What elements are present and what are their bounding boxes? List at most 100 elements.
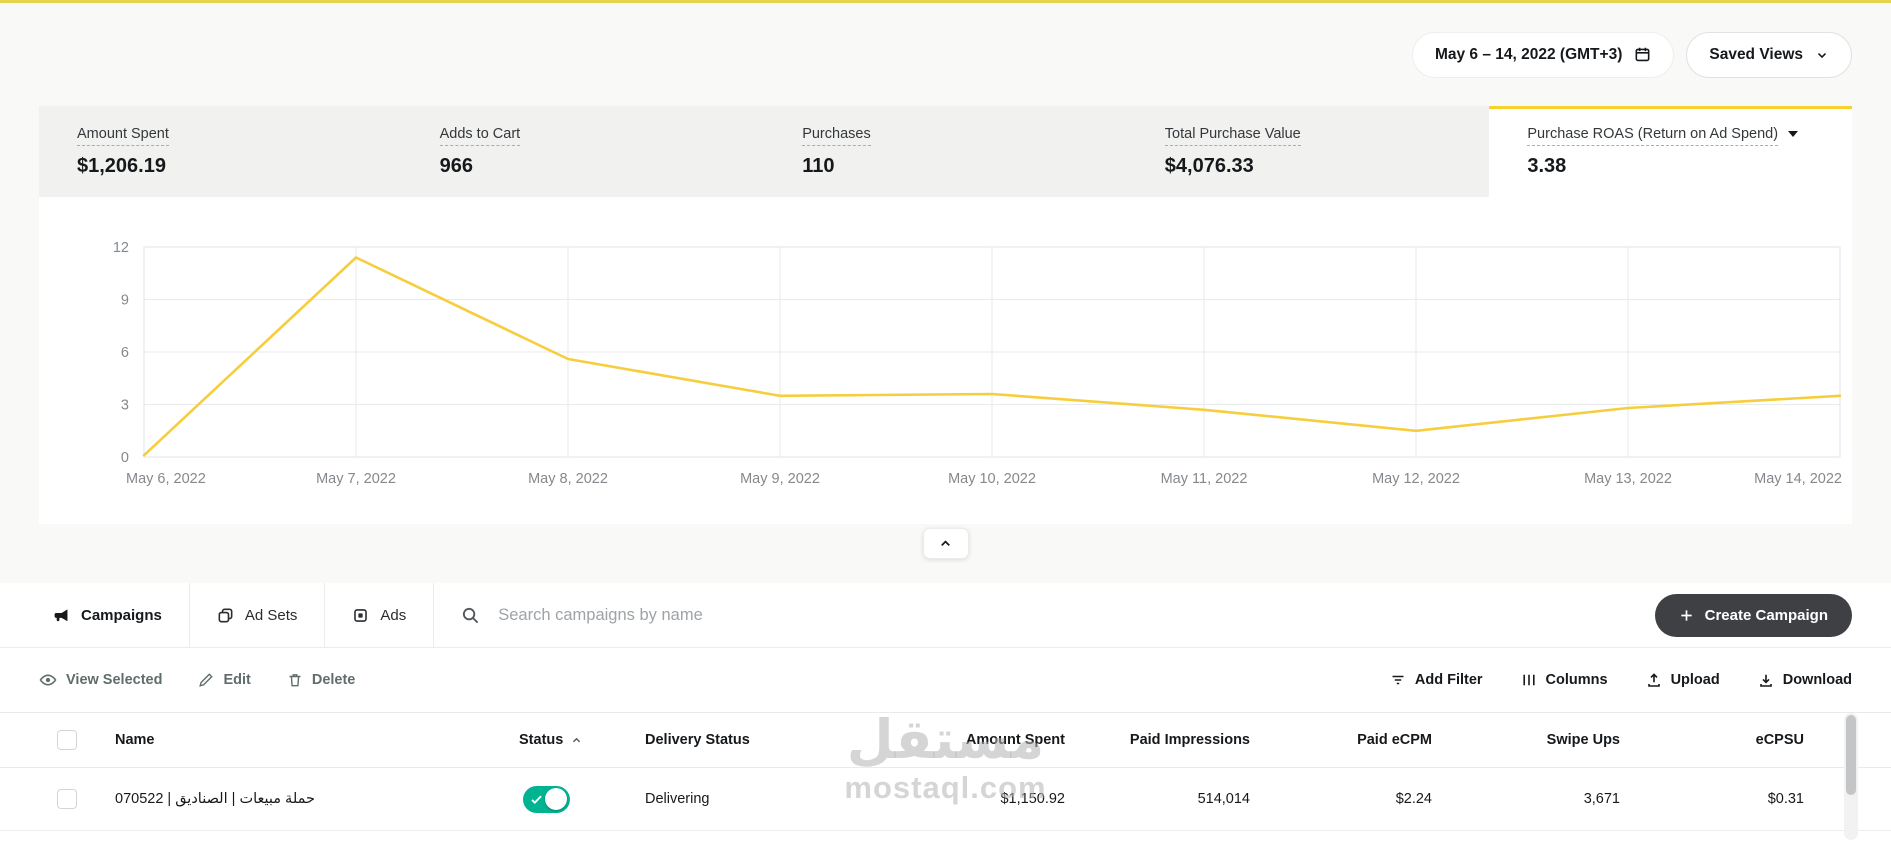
create-campaign-button[interactable]: Create Campaign bbox=[1654, 593, 1852, 637]
check-icon bbox=[531, 795, 542, 804]
download-label: Download bbox=[1782, 672, 1852, 688]
scrollbar-thumb[interactable] bbox=[1846, 715, 1856, 795]
campaign-name[interactable]: حملة مبيعات | الصناديق | 070522 bbox=[115, 791, 315, 807]
plus-icon bbox=[1680, 609, 1692, 621]
top-accent-bar bbox=[0, 0, 1891, 3]
tab-campaigns[interactable]: Campaigns bbox=[39, 583, 190, 647]
metric-value: 110 bbox=[802, 155, 835, 177]
metric-total-purchase-value[interactable]: Total Purchase Value $4,076.33 bbox=[1127, 106, 1490, 197]
metric-adds-to-cart[interactable]: Adds to Cart 966 bbox=[402, 106, 765, 197]
metric-value: 966 bbox=[439, 155, 473, 177]
metric-purchases[interactable]: Purchases 110 bbox=[764, 106, 1127, 197]
metric-label: Amount Spent bbox=[77, 126, 169, 146]
column-header-name[interactable]: Name bbox=[115, 732, 155, 748]
delete-button[interactable]: Delete bbox=[287, 671, 356, 689]
saved-views-dropdown[interactable]: Saved Views bbox=[1686, 31, 1852, 78]
columns-icon bbox=[1522, 674, 1535, 686]
tab-label: Ad Sets bbox=[244, 606, 298, 624]
selection-actions: View Selected Edit Delete bbox=[39, 671, 355, 689]
svg-text:May 6, 2022: May 6, 2022 bbox=[126, 471, 206, 487]
svg-text:May 7, 2022: May 7, 2022 bbox=[316, 471, 396, 487]
column-header-paid-impressions[interactable]: Paid Impressions bbox=[1129, 732, 1250, 748]
metric-purchase-roas[interactable]: Purchase ROAS (Return on Ad Spend) 3.38 bbox=[1489, 106, 1852, 197]
actions-row: View Selected Edit Delete Add Filter bbox=[0, 648, 1891, 713]
svg-text:May 9, 2022: May 9, 2022 bbox=[740, 471, 820, 487]
date-range-picker[interactable]: May 6 – 14, 2022 (GMT+3) bbox=[1411, 31, 1675, 78]
ads-icon bbox=[354, 608, 368, 622]
select-all-checkbox[interactable] bbox=[57, 730, 77, 750]
metric-label: Adds to Cart bbox=[439, 126, 521, 146]
add-filter-button[interactable]: Add Filter bbox=[1390, 672, 1483, 688]
svg-text:0: 0 bbox=[121, 450, 129, 466]
chevron-up-icon bbox=[941, 540, 950, 546]
filter-icon bbox=[1392, 675, 1404, 685]
download-button[interactable]: Download bbox=[1758, 672, 1852, 688]
metric-amount-spent[interactable]: Amount Spent $1,206.19 bbox=[39, 106, 402, 197]
svg-text:9: 9 bbox=[121, 293, 129, 309]
upload-icon bbox=[1647, 673, 1660, 687]
search-icon bbox=[463, 607, 479, 623]
metric-label: Total Purchase Value bbox=[1164, 126, 1301, 146]
download-icon bbox=[1759, 674, 1772, 687]
create-campaign-label: Create Campaign bbox=[1704, 606, 1828, 624]
swipe-ups-value: 3,671 bbox=[1583, 791, 1620, 807]
row-checkbox[interactable] bbox=[57, 789, 77, 809]
search-input[interactable] bbox=[498, 605, 1655, 625]
pencil-icon bbox=[199, 673, 214, 687]
tabs-row: Campaigns Ad Sets Ads bbox=[0, 583, 1891, 648]
collapse-chart-button[interactable] bbox=[922, 528, 969, 559]
delete-label: Delete bbox=[311, 672, 356, 688]
topbar: May 6 – 14, 2022 (GMT+3) Saved Views bbox=[0, 3, 1891, 106]
amount-spent-value: $1,150.92 bbox=[1000, 791, 1065, 807]
delivery-status: Delivering bbox=[645, 791, 710, 807]
view-selected-button[interactable]: View Selected bbox=[39, 671, 162, 689]
table-row: حملة مبيعات | الصناديق | 070522 Deliveri… bbox=[0, 768, 1891, 831]
campaigns-panel: Campaigns Ad Sets Ads bbox=[0, 583, 1891, 843]
calendar-icon bbox=[1635, 47, 1650, 62]
ad-sets-icon bbox=[218, 608, 233, 622]
table-header: Name Status Delivery Status Amount Spent… bbox=[0, 713, 1891, 768]
svg-text:May 14, 2022: May 14, 2022 bbox=[1754, 471, 1842, 487]
svg-text:12: 12 bbox=[113, 240, 129, 256]
metric-value: $4,076.33 bbox=[1164, 155, 1254, 177]
paid-ecpm-value: $2.24 bbox=[1395, 791, 1432, 807]
column-header-ecpsu[interactable]: eCPSU bbox=[1755, 732, 1804, 748]
metric-dropdown-caret-icon[interactable] bbox=[1788, 130, 1799, 137]
metric-value: $1,206.19 bbox=[77, 155, 166, 177]
table-tools: Add Filter Columns Upload Download bbox=[1390, 672, 1852, 688]
columns-label: Columns bbox=[1545, 672, 1608, 688]
column-header-paid-ecpm[interactable]: Paid eCPM bbox=[1357, 732, 1432, 748]
column-header-delivery-status[interactable]: Delivery Status bbox=[645, 732, 750, 748]
edit-button[interactable]: Edit bbox=[198, 671, 251, 689]
eye-icon bbox=[39, 674, 57, 686]
search-area bbox=[434, 605, 1655, 625]
metric-label: Purchase ROAS (Return on Ad Spend) bbox=[1527, 126, 1779, 146]
svg-text:May 10, 2022: May 10, 2022 bbox=[948, 471, 1036, 487]
svg-text:6: 6 bbox=[121, 345, 129, 361]
metric-cards-row: Amount Spent $1,206.19 Adds to Cart 966 … bbox=[39, 106, 1852, 197]
saved-views-label: Saved Views bbox=[1709, 45, 1803, 63]
svg-text:May 13, 2022: May 13, 2022 bbox=[1584, 471, 1672, 487]
megaphone-icon bbox=[54, 608, 68, 621]
ecpsu-value: $0.31 bbox=[1767, 791, 1804, 807]
toggle-knob bbox=[545, 788, 567, 810]
table-scrollbar[interactable] bbox=[1844, 713, 1858, 840]
upload-button[interactable]: Upload bbox=[1646, 672, 1720, 688]
status-toggle[interactable] bbox=[523, 785, 570, 813]
upload-label: Upload bbox=[1670, 672, 1720, 688]
svg-text:May 8, 2022: May 8, 2022 bbox=[528, 471, 608, 487]
tab-label: Campaigns bbox=[81, 606, 162, 624]
column-header-status[interactable]: Status bbox=[519, 732, 645, 748]
svg-text:May 12, 2022: May 12, 2022 bbox=[1372, 471, 1460, 487]
tab-ads[interactable]: Ads bbox=[325, 583, 435, 647]
add-filter-label: Add Filter bbox=[1414, 672, 1483, 688]
chevron-down-icon bbox=[1817, 52, 1827, 58]
tab-ad-sets[interactable]: Ad Sets bbox=[190, 583, 326, 647]
columns-button[interactable]: Columns bbox=[1521, 672, 1608, 688]
collapse-row bbox=[0, 524, 1891, 583]
paid-impressions-value: 514,014 bbox=[1197, 791, 1250, 807]
column-header-swipe-ups[interactable]: Swipe Ups bbox=[1546, 732, 1620, 748]
chart-panel: 0 3 6 9 12 May 6, 2022 May 7, 2022 May 8, 2022 M… bbox=[39, 197, 1852, 524]
date-range-label: May 6 – 14, 2022 (GMT+3) bbox=[1434, 45, 1623, 63]
column-header-amount-spent[interactable]: Amount Spent bbox=[965, 732, 1065, 748]
